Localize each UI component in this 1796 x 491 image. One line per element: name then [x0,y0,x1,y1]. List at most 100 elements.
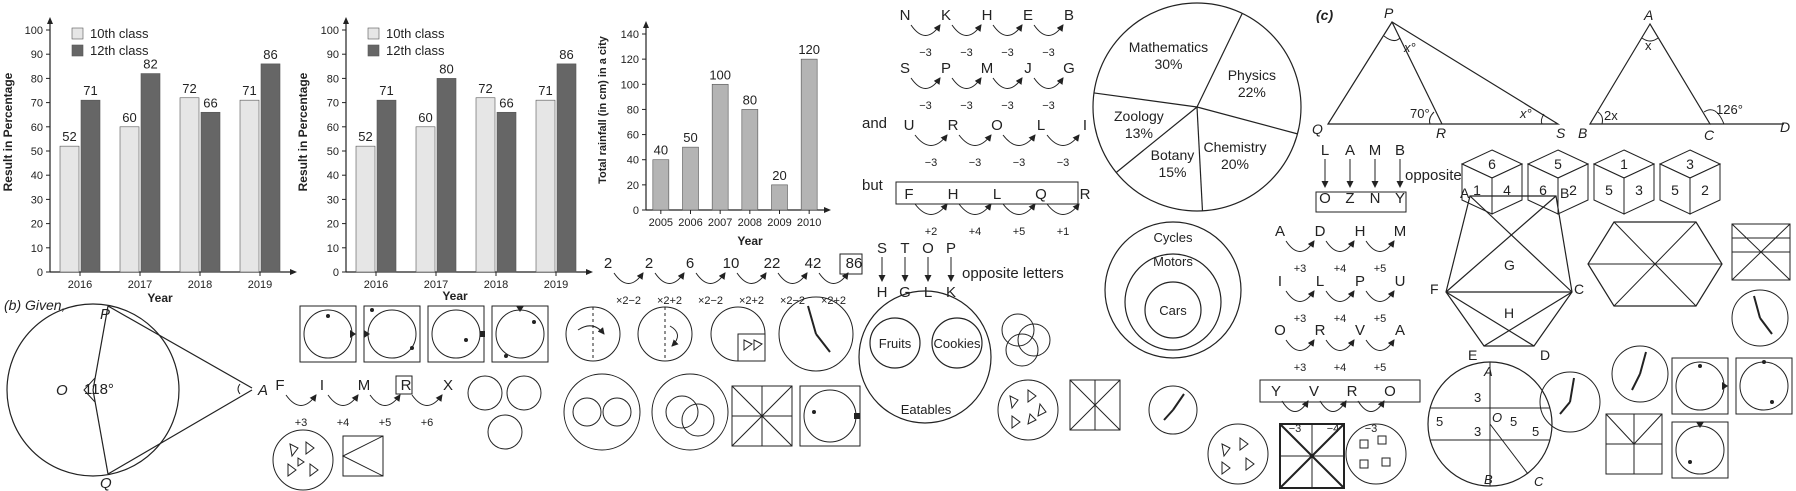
bar-value-label: 60 [122,110,136,125]
y-axis-arrow [343,17,349,24]
bar [437,78,456,272]
series-arc [952,78,981,89]
angle-arc-p [1384,36,1400,41]
series-item: F [904,186,913,203]
crossed-square-1 [732,386,792,446]
series-item: O [1384,383,1396,400]
bar [201,112,220,272]
bar [653,160,669,210]
hex-diag-4 [1446,292,1534,346]
die-right-number: 2 [1701,182,1709,198]
series-item: O [991,117,1003,134]
legend-swatch [368,28,379,39]
series-arc [959,204,991,215]
series-item: 22 [764,255,781,272]
die-top-number: 3 [1686,156,1694,172]
series-arc [819,273,848,284]
chord-circle-figure: A B C O 3 3 5 5 5 [1428,362,1552,489]
series-step: +2 [925,226,938,238]
opposite-top-letter: S [877,240,887,257]
series-step: +4 [969,226,982,238]
point-a-label: A [257,382,268,399]
series-step: ×2−2 [698,295,723,307]
hexagon-2-figure [1588,222,1722,306]
bar [60,146,79,272]
series-item: R [1347,383,1358,400]
chord-a-label: A [1483,364,1493,379]
y-tick-label: 0 [633,205,639,217]
opposite-top-letter: B [1395,142,1405,159]
bar [416,127,435,272]
bar [712,84,728,210]
y-tick-label: 30 [31,194,43,206]
y-tick-label: 100 [621,79,639,91]
opposite-bottom-letter: Y [1395,190,1405,207]
bar-value-label: 86 [263,47,277,62]
opposite-top-letter: M [1369,142,1382,159]
series-item: X [443,377,453,394]
bar [801,59,817,210]
series-arc [655,273,684,284]
bar [377,100,396,272]
angle-126-label: 126° [1716,102,1743,117]
series-step: +5 [1013,226,1026,238]
hex-h-label: H [1504,305,1514,321]
series-arc [1003,204,1035,215]
radius-oq [93,390,108,474]
die-top-number: 5 [1554,156,1562,172]
die-left-number: 5 [1605,182,1613,198]
opposite-top-letter: A [1345,142,1355,159]
series-item: Q [1035,186,1047,203]
series-item: M [358,377,371,394]
opposite-top-letter: T [900,240,909,257]
boxed-circle-3 [428,306,485,362]
legend-swatch [72,45,83,56]
boxed-circle-7 [1736,358,1792,414]
legend-label: 10th class [90,26,149,41]
series-item: R [1315,322,1326,339]
y-tick-label: 0 [37,267,43,279]
opposite-top-letter: L [1321,142,1329,159]
series-item: I [1278,273,1282,290]
series-step: +3 [1294,313,1307,325]
three-overlap-circles [1002,314,1050,366]
bar [180,98,199,272]
series-step: −3 [1001,100,1014,112]
tangent-line-qa [108,390,252,474]
results-bar-chart-1: Result in Percentage Year 01020304050607… [1,17,297,305]
dice-row: 61 456 215 335 2 [1462,150,1720,214]
series-step: +5 [1374,263,1387,275]
series-item: O [1274,322,1286,339]
series-step: −3 [919,100,932,112]
chord-o-label: O [1492,410,1502,425]
series-item: V [1309,383,1319,400]
rainfall-bar-chart: Total rainfall (in cm) in a city Year 02… [597,21,831,248]
yvro-box [1260,380,1420,402]
series-arc [1034,25,1063,36]
y-tick-label: 50 [31,146,43,158]
series-arc [778,273,807,284]
point-q-label: Q [100,475,112,491]
bar [557,64,576,272]
y-tick-label: 70 [31,98,43,110]
x-tick-label: 2008 [738,217,762,229]
opposite1-label: opposite letters [962,265,1064,282]
series-item: E [1023,7,1033,24]
pie-slice-label: Zoology [1114,108,1164,124]
eatables-venn: Fruits Cookies Eatables [859,291,991,423]
series-arc [915,204,947,215]
clock-3 [1732,290,1788,346]
series-item: P [941,60,951,77]
series-step: ×2+2 [739,295,764,307]
clock-2 [1149,386,1197,434]
bar [476,98,495,272]
chord-5b-label: 5 [1510,414,1517,429]
series-item: D [1315,223,1326,240]
bar [141,74,160,272]
die-right-number: 2 [1569,182,1577,198]
opposite-bottom-letter: Z [1345,190,1354,207]
shapes-circle-2 [998,380,1058,440]
rotation-circle-1 [566,307,620,361]
x-tick-label: 2009 [767,217,791,229]
opposite-bottom-letter: N [1370,190,1381,207]
